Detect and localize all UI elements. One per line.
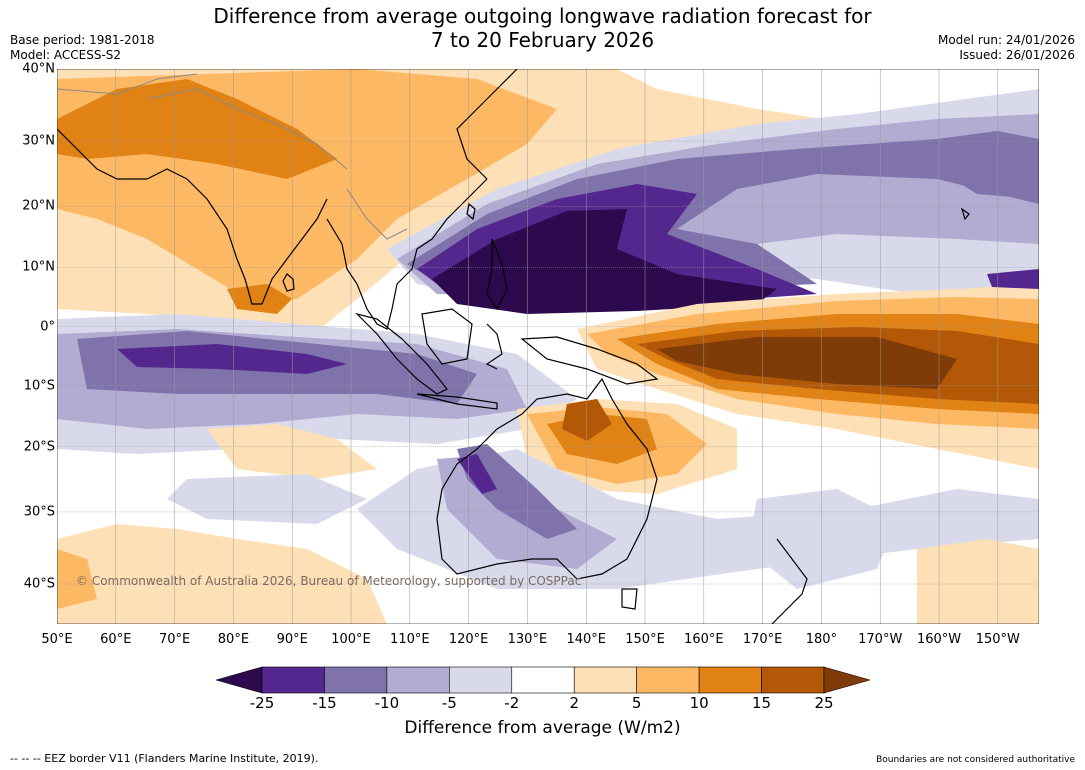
positive-anomaly-equatorial-core	[657, 337, 957, 389]
colorbar-min-arrow	[216, 666, 263, 694]
lat-label: 20°S	[23, 439, 55, 455]
lon-label: 160°W	[916, 632, 962, 647]
positive-anomaly-australia-core	[562, 399, 612, 441]
colorbar-title: Difference from average (W/m2)	[404, 718, 681, 738]
negative-anomaly-ne-east	[987, 269, 1039, 289]
coast-nz	[771, 538, 808, 624]
colorbar-tick-label: -15	[312, 694, 337, 712]
lon-label: 70°E	[158, 632, 191, 647]
colorbar-tick-label: 10	[689, 694, 709, 712]
lat-label: 10°S	[23, 378, 55, 394]
lon-label: 170°E	[742, 632, 783, 647]
colorbar-segment	[324, 666, 388, 694]
coastlines	[57, 69, 970, 624]
lat-label: 0°	[40, 319, 55, 334]
positive-anomaly-himalaya	[57, 79, 337, 179]
colorbar-segments	[216, 666, 870, 694]
graticule	[57, 69, 1039, 624]
coast-china	[456, 69, 518, 180]
border-central-asia	[57, 73, 198, 95]
coast-arabia	[57, 128, 188, 180]
negative-anomaly-nz	[747, 489, 897, 589]
coast-sri-lanka	[282, 273, 295, 292]
positive-anomaly-se-corner	[917, 539, 1039, 624]
lon-label: 180°	[805, 632, 838, 647]
lon-label: 100°E	[331, 632, 371, 647]
coast-sulawesi	[485, 323, 503, 370]
colorbar-tick-label: -2	[504, 694, 520, 712]
colorbar	[216, 666, 870, 694]
positive-anomaly-sw-corner	[57, 524, 387, 624]
title-line-1: Difference from average outgoing longwav…	[213, 4, 872, 28]
lon-label: 160°E	[684, 632, 724, 647]
lat-label: 20°N	[22, 198, 55, 214]
colorbar-segment	[261, 666, 325, 694]
country-borders	[57, 73, 408, 240]
lat-label: 40°S	[23, 576, 55, 592]
base-period: Base period: 1981-2018	[10, 33, 155, 47]
border-indochina	[346, 188, 408, 240]
colorbar-tick-label: 5	[631, 694, 642, 712]
colorbar-segment	[698, 666, 762, 694]
colorbar-segment	[511, 666, 575, 694]
lon-label: 150°E	[625, 632, 665, 647]
olr-anomaly-map: © Commonwealth of Australia 2026, Bureau…	[57, 69, 1039, 624]
colorbar-tick-label: -5	[441, 694, 457, 712]
lon-label: 150°W	[975, 632, 1020, 647]
colorbar-max-arrow	[823, 666, 870, 694]
coast-tasmania	[621, 588, 638, 610]
eez-border-note: -- -- -- EEZ border V11 (Flanders Marine…	[10, 752, 319, 765]
lon-label: 110°E	[390, 632, 430, 647]
lat-label: 10°N	[22, 259, 55, 275]
lon-label: 170°W	[858, 632, 903, 647]
model-name: Model: ACCESS-S2	[10, 48, 122, 62]
colorbar-segment	[449, 666, 513, 694]
lon-label: 130°E	[507, 632, 548, 647]
negative-anomaly-wa	[457, 454, 497, 494]
lat-label: 40°N	[22, 61, 55, 77]
lon-label: 120°E	[448, 632, 489, 647]
colorbar-segment	[386, 666, 450, 694]
colorbar-segment	[636, 666, 700, 694]
coast-new-guinea	[520, 336, 659, 385]
coast-indochina	[326, 178, 488, 330]
chart-title: Difference from average outgoing longwav…	[0, 4, 1085, 52]
copyright-notice: © Commonwealth of Australia 2026, Bureau…	[76, 574, 581, 588]
map-canvas: © Commonwealth of Australia 2026, Bureau…	[57, 69, 1039, 624]
lon-label: 140°E	[566, 632, 606, 647]
colorbar-tick-label: 15	[752, 694, 772, 712]
colorbar-tick-label: 2	[569, 694, 579, 712]
coast-india	[186, 178, 328, 305]
colorbar-segment	[573, 666, 637, 694]
colorbar-segment	[761, 666, 825, 694]
lon-label: 80°E	[217, 632, 250, 647]
lon-label: 50°E	[41, 632, 73, 647]
coast-java	[416, 393, 498, 410]
negative-anomaly-south-indian	[167, 474, 367, 524]
negative-anomaly-southern-strong	[457, 444, 577, 539]
negative-anomaly-pacific-core	[432, 209, 777, 314]
model-run: Model run: 24/01/2026	[937, 33, 1075, 47]
lat-label: 30°N	[22, 133, 55, 149]
border-himalaya	[146, 88, 348, 170]
lon-label: 90°E	[276, 632, 308, 647]
issued-date: Issued: 26/01/2026	[959, 48, 1075, 62]
title-line-2: 7 to 20 February 2026	[430, 28, 655, 52]
lat-label: 30°S	[23, 504, 55, 520]
coast-hawaii	[960, 207, 970, 221]
boundaries-disclaimer: Boundaries are not considered authoritat…	[876, 755, 1075, 765]
coast-borneo	[421, 308, 473, 365]
lon-label: 60°E	[100, 632, 132, 647]
positive-anomaly-india	[227, 284, 292, 314]
coast-sumatra	[355, 312, 448, 395]
negative-anomaly-ne-pacific	[937, 131, 1039, 199]
coast-taiwan	[466, 202, 476, 221]
positive-anomaly-sw-corner-mid	[57, 549, 97, 609]
coast-philippines	[486, 238, 508, 311]
colorbar-tick-label: 25	[814, 694, 834, 712]
colorbar-tick-label: -25	[249, 694, 275, 712]
colorbar-tick-label: -10	[374, 694, 400, 712]
coast-australia	[436, 377, 658, 580]
